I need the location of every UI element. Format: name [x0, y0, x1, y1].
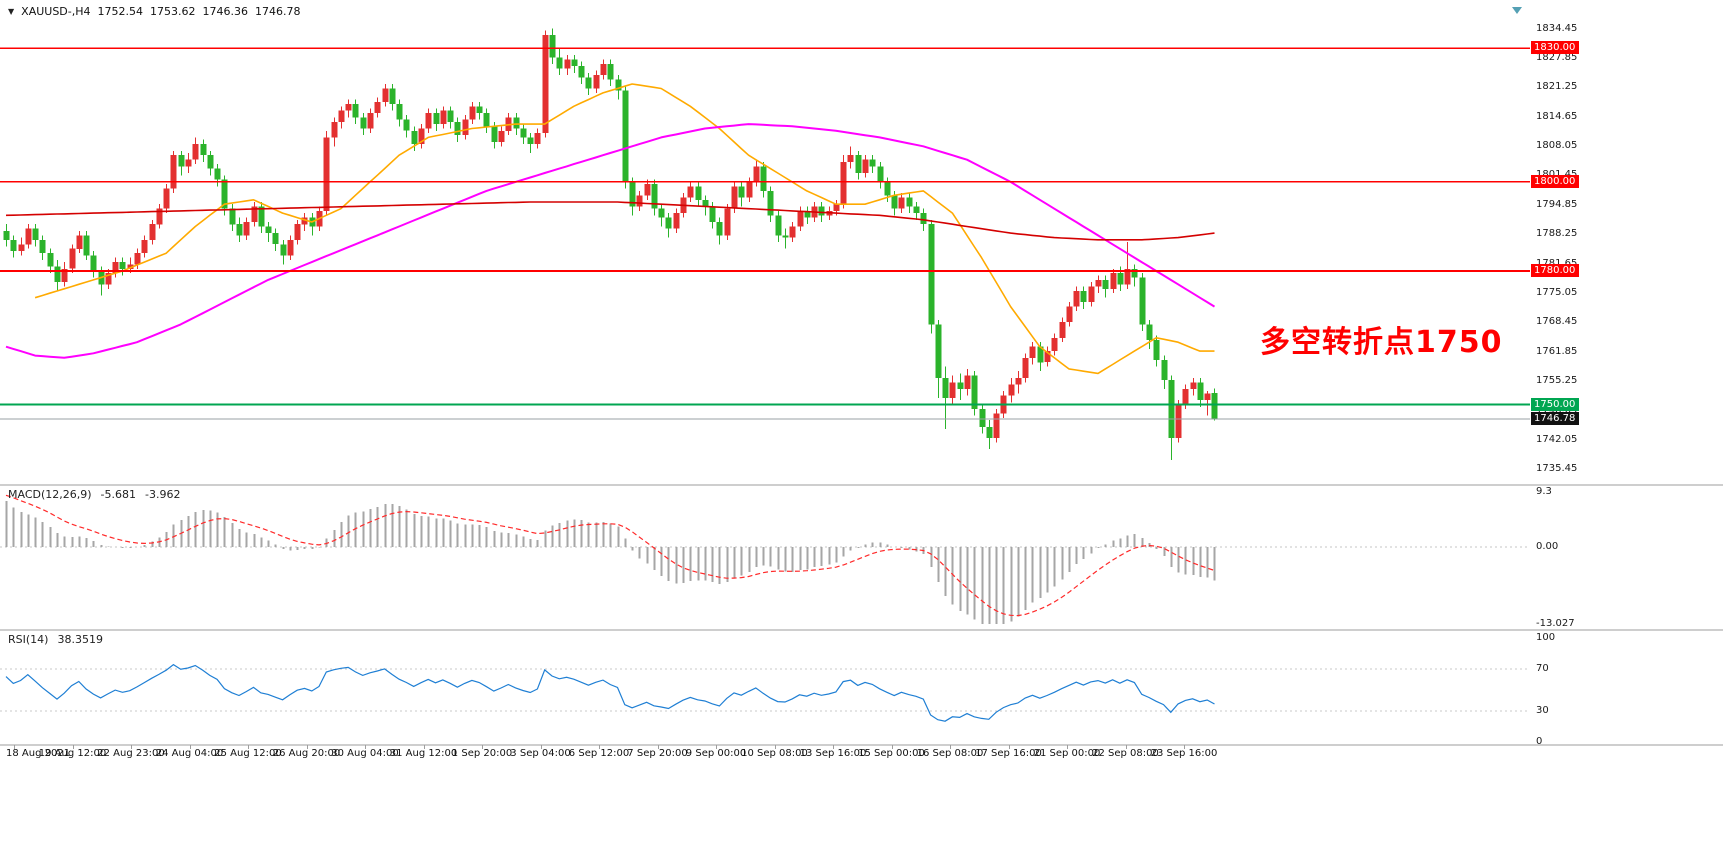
time-axis-label: 3 Sep 04:00: [510, 748, 571, 759]
time-axis-label: 15 Sep 00:00: [858, 748, 925, 759]
macd-value-signal: -3.962: [145, 488, 181, 501]
rsi-tick: 70: [1536, 663, 1549, 674]
time-axis-label: 7 Sep 20:00: [627, 748, 688, 759]
rsi-value: 38.3519: [57, 633, 103, 646]
time-axis-label: 6 Sep 12:00: [568, 748, 630, 759]
current-price-badge: 1746.78: [1531, 412, 1579, 425]
time-axis-label: 21 Sep 00:00: [1033, 748, 1101, 759]
price-tick: 1781.65: [1536, 258, 1577, 269]
rsi-tick: 0: [1536, 736, 1543, 747]
price-tick: 1814.65: [1536, 111, 1578, 122]
symbol-marker-icon: ▼: [8, 7, 15, 16]
price-tick: 1801.45: [1536, 169, 1577, 180]
ma-slow-red: [5, 201, 1215, 241]
rsi-tick: 100: [1536, 632, 1556, 643]
time-axis-ticks: [14, 745, 1185, 749]
quote-close: 1746.78: [255, 5, 301, 18]
price-tick: 1775.05: [1536, 287, 1578, 298]
price-line-badge: 1800.00: [1531, 175, 1579, 188]
price-line-badge: 1830.00: [1531, 41, 1579, 54]
time-axis-label: 23 Sep 16:00: [1150, 748, 1218, 759]
price-tick: 1808.05: [1536, 140, 1578, 151]
rsi-tick: 30: [1536, 705, 1549, 716]
time-axis-label: 25 Aug 12:00: [214, 748, 282, 759]
macd-signal-line: [5, 494, 1215, 617]
quote-low: 1746.36: [202, 5, 249, 18]
symbol-period-label: XAUUSD-,H4: [21, 5, 91, 18]
candles: [3, 28, 1218, 461]
price-tick: 1821.25: [1536, 81, 1578, 92]
time-axis-label: 17 Sep 16:00: [975, 748, 1042, 759]
ma-mid-magenta: [5, 123, 1216, 359]
time-axis-label: 1 Sep 20:00: [451, 748, 513, 759]
price-tick: 1761.85: [1536, 346, 1578, 357]
time-axis-label: 16 Sep 08:00: [916, 748, 984, 759]
price-axis: 1834.45 1827.85 1821.25 1814.65 1808.05 1801.…: [1531, 0, 1601, 843]
macd-name: MACD(12,26,9): [8, 488, 92, 501]
price-tick: 1742.05: [1536, 434, 1578, 445]
time-axis-label: 13 Sep 16:00: [799, 748, 867, 759]
macd-value-main: -5.681: [100, 488, 137, 501]
time-axis-label: 24 Aug 04:00: [155, 748, 224, 759]
time-axis: 18 Aug 2021 19 Aug 12:00 22 Aug 23:00 24 Au…: [0, 748, 1723, 764]
price-line-badge: 1750.00: [1531, 398, 1579, 411]
chart-shift-marker-icon: [1512, 7, 1522, 14]
price-tick: 1768.45: [1536, 316, 1578, 327]
time-axis-label: 18 Aug 2021: [6, 748, 71, 759]
macd-tick: 9.3: [1536, 486, 1552, 497]
chart-annotation-text[interactable]: 多空转折点1750: [1260, 325, 1503, 360]
panel-separators: [0, 484, 1723, 746]
rsi-name: RSI(14): [8, 633, 49, 646]
time-axis-label: 9 Sep 00:00: [685, 748, 747, 759]
time-axis-label: 19 Aug 12:00: [38, 748, 107, 759]
quote-high: 1753.62: [150, 5, 196, 18]
time-axis-label: 30 Aug 04:00: [331, 748, 399, 759]
rsi-line: [5, 663, 1215, 722]
price-tick: 1834.45: [1536, 23, 1578, 34]
macd-tick: -13.027: [1536, 618, 1575, 629]
price-tick: 1735.45: [1536, 463, 1578, 474]
macd-indicator-label: MACD(12,26,9) -5.681 -3.962: [8, 488, 180, 501]
time-axis-label: 22 Sep 08:00: [1092, 748, 1159, 759]
price-tick: 1788.25: [1536, 228, 1578, 239]
ma-fast-orange: [34, 83, 1215, 375]
quote-open: 1752.54: [97, 5, 144, 18]
time-axis-label: 26 Aug 20:00: [272, 748, 341, 759]
time-axis-label: 10 Sep 08:00: [741, 748, 808, 759]
time-axis-label: 31 Aug 12:00: [389, 748, 458, 759]
rsi-indicator-label: RSI(14) 38.3519: [8, 633, 103, 646]
macd-tick: 0.00: [1536, 541, 1559, 552]
time-axis-label: 22 Aug 23:00: [97, 748, 165, 759]
price-tick: 1827.85: [1536, 52, 1578, 63]
price-tick: 1755.25: [1536, 375, 1578, 386]
macd-histogram: [5, 501, 1216, 624]
price-line-badge: 1780.00: [1531, 264, 1579, 277]
price-tick: 1794.85: [1536, 199, 1578, 210]
quote-header: ▼ XAUUSD-,H4 1752.54 1753.62 1746.36 174…: [8, 5, 301, 18]
